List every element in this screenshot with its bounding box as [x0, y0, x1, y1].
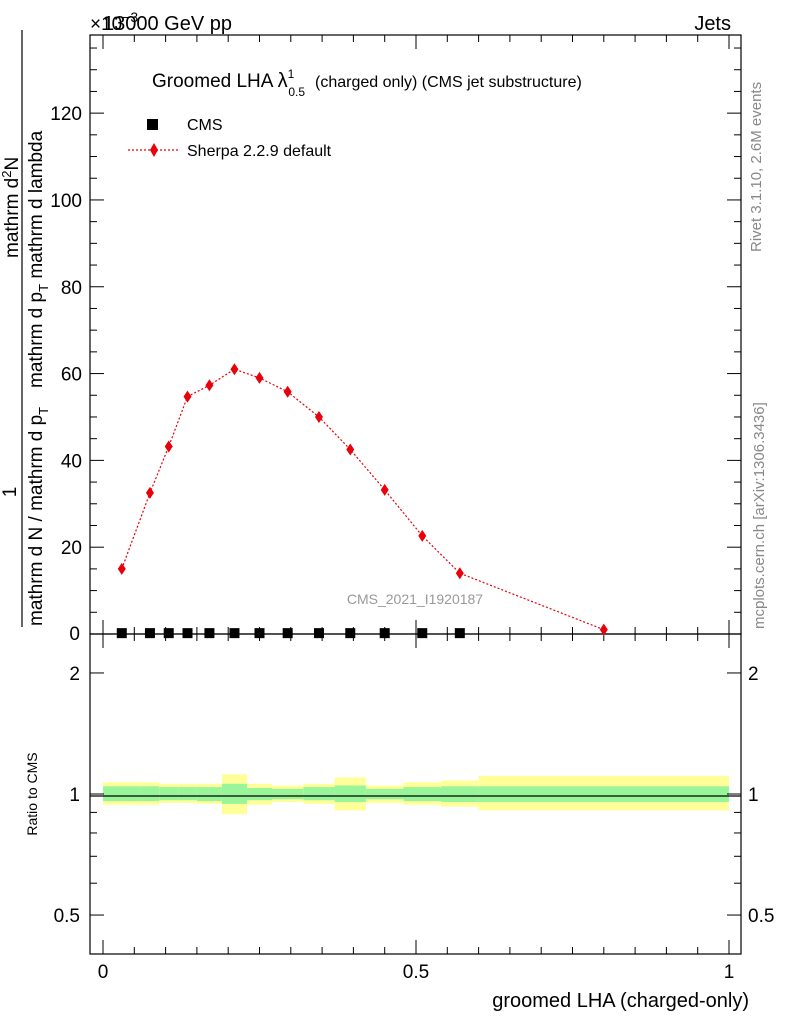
cms-point — [454, 628, 465, 639]
y-tick-label: 60 — [61, 365, 82, 386]
sherpa-point — [455, 567, 464, 580]
ratio-y-tick-label-right: 2 — [748, 664, 759, 685]
energy-label: 13000 GeV pp — [103, 13, 232, 35]
cms-point — [116, 628, 127, 639]
sherpa-point — [346, 443, 355, 456]
ratio-inner-band — [441, 786, 479, 803]
ratio-y-tick-label: 0.5 — [54, 906, 80, 927]
cms-point — [282, 628, 293, 639]
ylabel-inner-numerator: mathrm d2N — [0, 157, 23, 258]
main-axis-ticks: 20 40 60 80 100 120 0 — [50, 35, 741, 645]
ratio-inner-band — [303, 787, 335, 801]
sherpa-point — [164, 440, 173, 453]
sherpa-line — [121, 368, 605, 631]
cms-point — [417, 628, 428, 639]
ratio-bands — [103, 774, 729, 815]
ylabel-denominator: mathrm d N / mathrm d pT — [26, 407, 51, 626]
analysis-watermark: CMS_2021_I1920187 — [347, 591, 483, 607]
ratio-inner-band — [403, 787, 442, 802]
y-tick-label: 20 — [61, 538, 82, 559]
rivet-label: Rivet 3.1.10, 2.6M events — [748, 82, 765, 252]
ratio-inner-band — [478, 786, 729, 803]
x-axis-label: groomed LHA (charged-only) — [492, 990, 749, 1012]
mcplots-label: mcplots.cern.ch [arXiv:1306.3436] — [751, 402, 768, 629]
cms-point — [254, 628, 265, 639]
ratio-inner-band — [103, 786, 141, 802]
sherpa-point — [230, 363, 239, 376]
sherpa-point — [380, 483, 389, 496]
sherpa-point — [418, 529, 427, 542]
ratio-inner-band — [365, 788, 404, 800]
sherpa-point — [117, 562, 126, 575]
ratio-inner-band — [159, 787, 179, 801]
y-tick-label: 80 — [61, 278, 82, 299]
cms-point — [379, 628, 390, 639]
ratio-y-tick-label-right: 1 — [748, 785, 759, 806]
sherpa-point — [205, 379, 214, 392]
sherpa-point — [599, 623, 608, 636]
ratio-inner-band — [178, 787, 197, 801]
ratio-inner-band — [334, 785, 366, 803]
y-tick-label-zero: 0 — [69, 624, 80, 645]
cms-point — [163, 628, 174, 639]
cms-point — [229, 628, 240, 639]
ylabel-numerator: 1 — [0, 487, 21, 498]
ratio-y-tick-label-right: 0.5 — [748, 906, 774, 927]
cms-point — [144, 628, 155, 639]
y-tick-label: 40 — [61, 451, 82, 472]
legend-sherpa-marker — [150, 143, 158, 157]
ratio-inner-band — [221, 783, 247, 804]
process-label: Jets — [694, 13, 731, 35]
cms-point — [345, 628, 356, 639]
sherpa-point — [255, 371, 264, 384]
sherpa-point — [314, 410, 323, 423]
exponent-label: ×10−3 — [90, 9, 138, 35]
ratio-inner-band — [246, 787, 273, 801]
legend-sherpa-label: Sherpa 2.2.9 default — [187, 143, 332, 160]
legend: CMS Sherpa 2.2.9 default — [128, 117, 332, 160]
cms-point — [204, 628, 215, 639]
sherpa-point — [145, 486, 154, 499]
ratio-y-tick-label: 2 — [69, 664, 80, 685]
sherpa-point — [183, 390, 192, 403]
x-tick-label: 0.5 — [403, 962, 429, 983]
cms-point — [182, 628, 193, 639]
plot-title: Groomed LHA λ1 0.5(charged only) (CMS jet… — [152, 67, 582, 99]
ratio-inner-band — [272, 788, 304, 800]
legend-cms-label: CMS — [187, 117, 223, 134]
ylabel-inner-denominator: mathrm d pT mathrm d lambda — [26, 130, 51, 388]
ratio-ylabel: Ratio to CMS — [24, 752, 40, 835]
ratio-inner-band — [140, 786, 160, 802]
sherpa-point — [283, 385, 292, 398]
series-layer — [116, 363, 608, 639]
x-tick-label: 0 — [98, 962, 109, 983]
legend-cms-marker — [147, 119, 158, 130]
cms-point — [313, 628, 324, 639]
y-tick-label: 120 — [50, 104, 82, 125]
y-tick-label: 100 — [50, 191, 82, 212]
ratio-y-tick-label: 1 — [69, 785, 80, 806]
ratio-inner-band — [196, 787, 222, 802]
x-tick-label: 1 — [724, 962, 735, 983]
